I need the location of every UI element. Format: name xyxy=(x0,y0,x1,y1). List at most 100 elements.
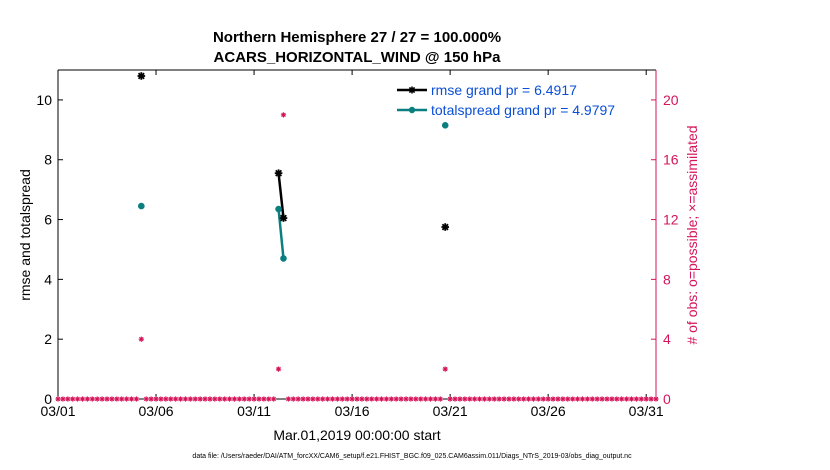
obs-count-marker xyxy=(472,396,478,402)
y-right-tick-label: 8 xyxy=(663,271,671,287)
x-tick-label: 03/11 xyxy=(237,403,271,419)
obs-marker-stroke xyxy=(183,396,188,402)
obs-count-marker xyxy=(584,396,590,402)
obs-count-marker xyxy=(236,396,242,402)
chart-title-line-2: ACARS_HORIZONTAL_WIND @ 150 hPa xyxy=(214,49,502,66)
rmse-marker-stroke xyxy=(137,72,145,80)
obs-count-marker xyxy=(349,396,355,402)
x-tick-label: 03/01 xyxy=(40,403,75,419)
obs-marker-stroke xyxy=(462,396,468,402)
obs-marker-stroke xyxy=(501,396,507,402)
obs-count-marker xyxy=(462,396,468,402)
obs-marker-stroke xyxy=(619,396,624,402)
obs-count-marker xyxy=(285,396,291,402)
obs-count-marker xyxy=(158,396,164,402)
obs-count-marker xyxy=(182,396,189,402)
obs-count-marker xyxy=(501,396,507,402)
obs-count-marker xyxy=(84,396,91,402)
obs-marker-stroke xyxy=(55,396,61,402)
obs-count-marker xyxy=(94,396,100,402)
obs-marker-stroke xyxy=(290,396,296,402)
obs-count-marker xyxy=(653,396,659,402)
obs-marker-stroke xyxy=(300,396,306,402)
rmse-point xyxy=(279,214,288,222)
obs-count-marker xyxy=(378,396,385,402)
obs-marker-stroke xyxy=(521,396,526,402)
obs-marker-stroke xyxy=(90,396,95,402)
obs-count-marker xyxy=(202,396,208,402)
y-right-tick-label: 4 xyxy=(663,331,671,347)
obs-count-marker xyxy=(388,396,394,402)
obs-marker-stroke xyxy=(408,396,414,402)
obs-marker-stroke xyxy=(379,396,384,402)
obs-marker-stroke xyxy=(227,396,232,402)
obs-count-marker xyxy=(447,396,453,402)
obs-marker-stroke xyxy=(389,396,394,402)
obs-marker-stroke xyxy=(70,396,75,402)
y-left-tick-label: 0 xyxy=(44,391,52,407)
obs-marker-stroke xyxy=(325,396,330,402)
totalspread-point xyxy=(138,202,145,210)
x-axis-label: Mar.01,2019 00:00:00 start xyxy=(273,427,440,443)
obs-marker-stroke xyxy=(261,396,267,402)
obs-marker-stroke xyxy=(163,396,169,402)
obs-count-marker-nonzero xyxy=(138,336,144,342)
obs-marker-stroke xyxy=(447,396,453,402)
obs-marker-stroke xyxy=(482,396,487,402)
obs-count-marker xyxy=(212,396,218,402)
obs-count-marker xyxy=(217,396,223,402)
obs-count-marker xyxy=(619,396,625,402)
obs-marker-stroke xyxy=(536,396,541,402)
obs-marker-stroke xyxy=(335,396,340,402)
obs-marker-stroke xyxy=(276,366,281,372)
obs-count-marker xyxy=(55,396,61,402)
obs-count-marker xyxy=(609,396,615,402)
obs-count-marker xyxy=(418,396,424,402)
obs-count-marker xyxy=(511,396,517,402)
obs-count-marker xyxy=(305,396,311,402)
obs-marker-stroke xyxy=(158,396,164,402)
obs-marker-stroke xyxy=(359,396,365,402)
obs-marker-stroke xyxy=(197,396,203,402)
legend-marker-totalspread xyxy=(408,106,416,114)
totalspread-point xyxy=(441,122,449,129)
obs-count-marker xyxy=(496,396,502,402)
obs-marker-stroke xyxy=(232,396,237,402)
obs-marker-stroke xyxy=(295,396,301,402)
totalspread-point xyxy=(275,205,282,213)
obs-count-marker xyxy=(290,396,296,402)
obs-count-marker xyxy=(589,396,595,402)
obs-marker-stroke xyxy=(212,396,218,402)
rmse-point xyxy=(137,72,146,80)
obs-count-marker xyxy=(99,396,105,402)
obs-marker-stroke xyxy=(75,396,80,402)
obs-count-marker xyxy=(398,396,404,402)
obs-marker-stroke xyxy=(575,396,580,402)
obs-count-marker xyxy=(491,396,497,402)
obs-count-marker xyxy=(364,396,370,402)
obs-count-marker xyxy=(560,396,566,402)
obs-marker-stroke xyxy=(251,396,257,402)
obs-marker-stroke xyxy=(310,396,316,402)
obs-count-marker xyxy=(124,396,130,402)
legend-label-rmse: rmse grand pr = 6.4917 xyxy=(431,82,577,98)
obs-marker-stroke xyxy=(531,396,536,402)
obs-count-marker xyxy=(246,396,252,402)
obs-count-marker xyxy=(457,396,463,402)
obs-count-marker xyxy=(481,396,488,402)
obs-count-marker xyxy=(633,396,639,402)
obs-marker-stroke xyxy=(202,396,208,402)
obs-marker-stroke xyxy=(99,396,105,402)
obs-count-marker xyxy=(329,396,336,402)
obs-marker-stroke xyxy=(340,396,345,402)
obs-count-marker xyxy=(393,396,399,402)
obs-count-marker xyxy=(408,396,414,402)
obs-count-marker xyxy=(369,396,375,402)
y-right-tick-label: 0 xyxy=(663,391,671,407)
obs-marker-stroke xyxy=(178,396,183,402)
obs-marker-stroke xyxy=(648,396,654,402)
chart-title-line-1: Northern Hemisphere 27 / 27 = 100.000% xyxy=(213,29,501,46)
obs-marker-stroke xyxy=(629,396,634,402)
legend-box xyxy=(393,78,623,120)
